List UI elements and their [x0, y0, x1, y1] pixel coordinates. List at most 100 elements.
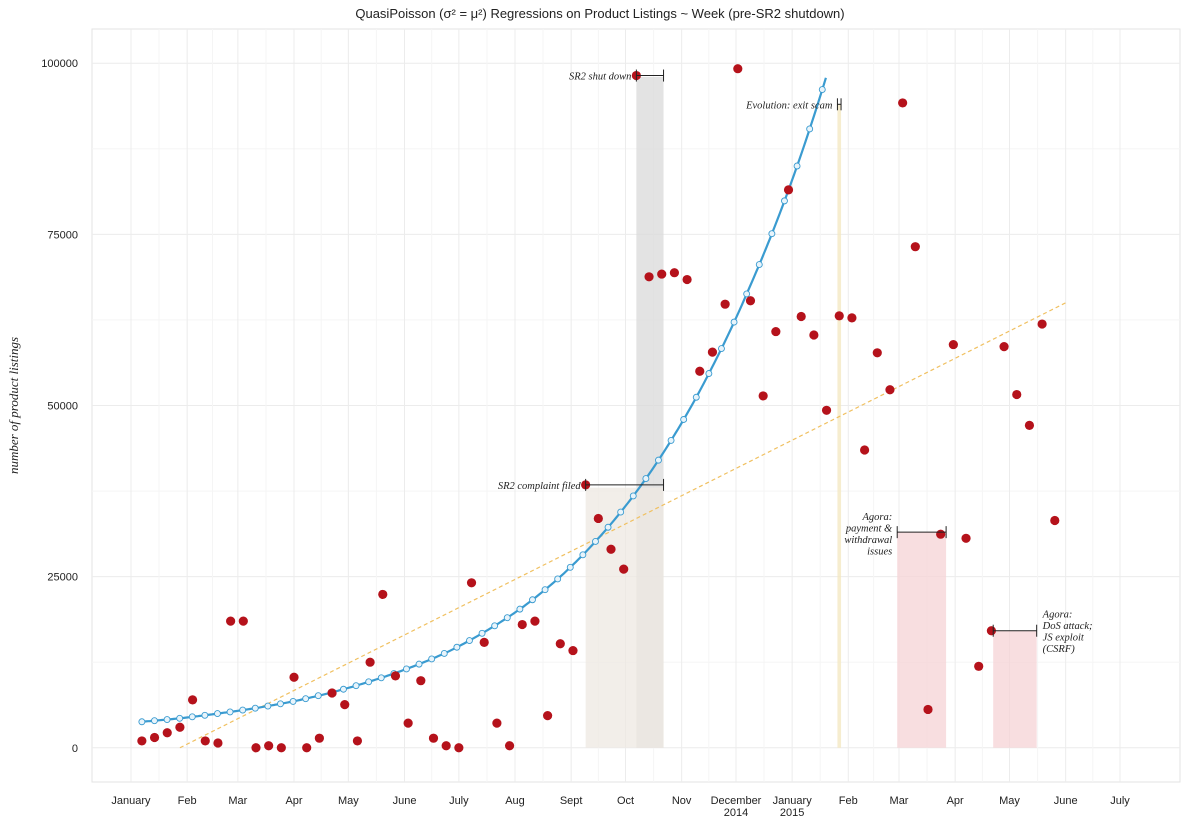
- data-point: [847, 313, 857, 323]
- x-tick-label: Apr: [285, 795, 302, 807]
- y-tick-label: 0: [72, 743, 78, 755]
- data-point: [390, 671, 401, 681]
- fit-curve-marker: [176, 714, 184, 722]
- fit-curve-marker: [289, 697, 297, 705]
- fit-curve-marker: [793, 162, 801, 170]
- data-point: [213, 738, 223, 748]
- data-point: [251, 743, 261, 753]
- data-point: [733, 64, 743, 74]
- fit-curve-marker: [403, 665, 410, 673]
- data-point: [695, 366, 705, 376]
- fit-curve-marker: [478, 629, 486, 637]
- data-point: [872, 348, 882, 358]
- data-point: [340, 700, 350, 710]
- data-point: [200, 736, 210, 746]
- data-point: [771, 326, 781, 337]
- annotation-label: (CSRF): [1043, 644, 1076, 655]
- data-point: [327, 688, 337, 698]
- fit-curve-marker: [264, 702, 272, 710]
- data-point: [1050, 515, 1060, 526]
- fit-curve-marker: [314, 692, 322, 700]
- x-tick-label: Apr: [947, 795, 964, 807]
- fit-curve-marker: [818, 86, 826, 93]
- annotation-label: JS exploit: [1043, 633, 1085, 644]
- data-point: [466, 578, 477, 588]
- data-point: [289, 672, 299, 682]
- fit-curve-marker: [428, 655, 436, 663]
- fit-curve-marker: [806, 125, 814, 133]
- data-point: [606, 544, 616, 554]
- fit-curve-marker: [655, 456, 662, 464]
- annotation-label: Agora:: [1042, 610, 1073, 621]
- data-point: [796, 311, 806, 322]
- x-tick-label: May: [338, 795, 359, 807]
- x-tick-label: January: [773, 795, 813, 807]
- data-point: [403, 718, 413, 728]
- fit-curve-marker: [365, 678, 373, 686]
- fit-curve-marker: [491, 622, 499, 630]
- chart-title: QuasiPoisson (σ² = μ²) Regressions on Pr…: [355, 6, 845, 21]
- data-point: [149, 732, 160, 743]
- x-tick-label: Feb: [178, 795, 197, 807]
- data-point: [314, 733, 324, 743]
- data-point: [657, 269, 667, 279]
- data-point: [504, 741, 515, 751]
- fit-curve-marker: [415, 660, 423, 668]
- x-tick-label: Aug: [505, 795, 525, 807]
- data-point: [898, 98, 908, 108]
- fit-curve-marker: [566, 563, 574, 571]
- data-point: [517, 619, 527, 630]
- data-point: [948, 339, 958, 350]
- data-point: [974, 661, 984, 671]
- fit-curve-marker: [151, 717, 158, 725]
- data-point: [555, 639, 565, 649]
- x-tick-label: July: [449, 795, 469, 807]
- x-tick-label: June: [1054, 795, 1078, 807]
- data-point: [936, 529, 946, 539]
- event-shade: [837, 104, 842, 748]
- y-tick-label: 75000: [47, 229, 78, 241]
- annotation-label: SR2 shut down: [569, 72, 631, 83]
- fit-curve-marker: [718, 345, 725, 353]
- annotation-label: withdrawal: [844, 535, 892, 546]
- fit-curve-marker: [226, 708, 234, 716]
- data-point: [809, 330, 819, 340]
- fit-curve-marker: [604, 523, 612, 531]
- fit-curve-marker: [642, 475, 650, 483]
- data-point: [378, 589, 388, 600]
- x-tick-label: July: [1110, 795, 1130, 807]
- x-tick-label: 2014: [724, 807, 748, 819]
- y-tick-label: 25000: [47, 572, 78, 584]
- event-shade: [897, 532, 947, 748]
- y-tick-label: 50000: [47, 401, 78, 413]
- data-point: [859, 445, 870, 455]
- data-point: [226, 616, 236, 626]
- data-point: [758, 391, 768, 401]
- x-tick-label: Feb: [839, 795, 858, 807]
- fit-curve-marker: [743, 290, 751, 298]
- data-point: [187, 695, 198, 705]
- fit-curve-marker: [692, 393, 700, 401]
- data-point: [543, 710, 553, 721]
- data-point: [999, 342, 1009, 352]
- fit-curve-marker: [768, 230, 776, 238]
- x-tick-label: May: [999, 795, 1020, 807]
- data-point: [137, 736, 147, 746]
- linear-fit-line: [179, 302, 1066, 749]
- fit-curve-marker: [302, 695, 310, 703]
- data-point: [454, 743, 464, 753]
- x-tick-label: December: [711, 795, 762, 807]
- fit-curve-marker: [352, 682, 360, 690]
- x-tick-label: Nov: [672, 795, 692, 807]
- data-point: [783, 185, 794, 195]
- data-point: [923, 704, 933, 715]
- data-point: [441, 741, 451, 751]
- fit-curve-marker: [214, 710, 221, 718]
- data-point: [720, 299, 730, 309]
- x-tick-label: January: [111, 795, 151, 807]
- data-point: [821, 405, 832, 415]
- annotation-label: SR2 complaint filed: [498, 481, 582, 492]
- fit-curve-marker: [592, 538, 599, 545]
- data-point: [568, 645, 578, 656]
- fit-curve-marker: [340, 685, 347, 693]
